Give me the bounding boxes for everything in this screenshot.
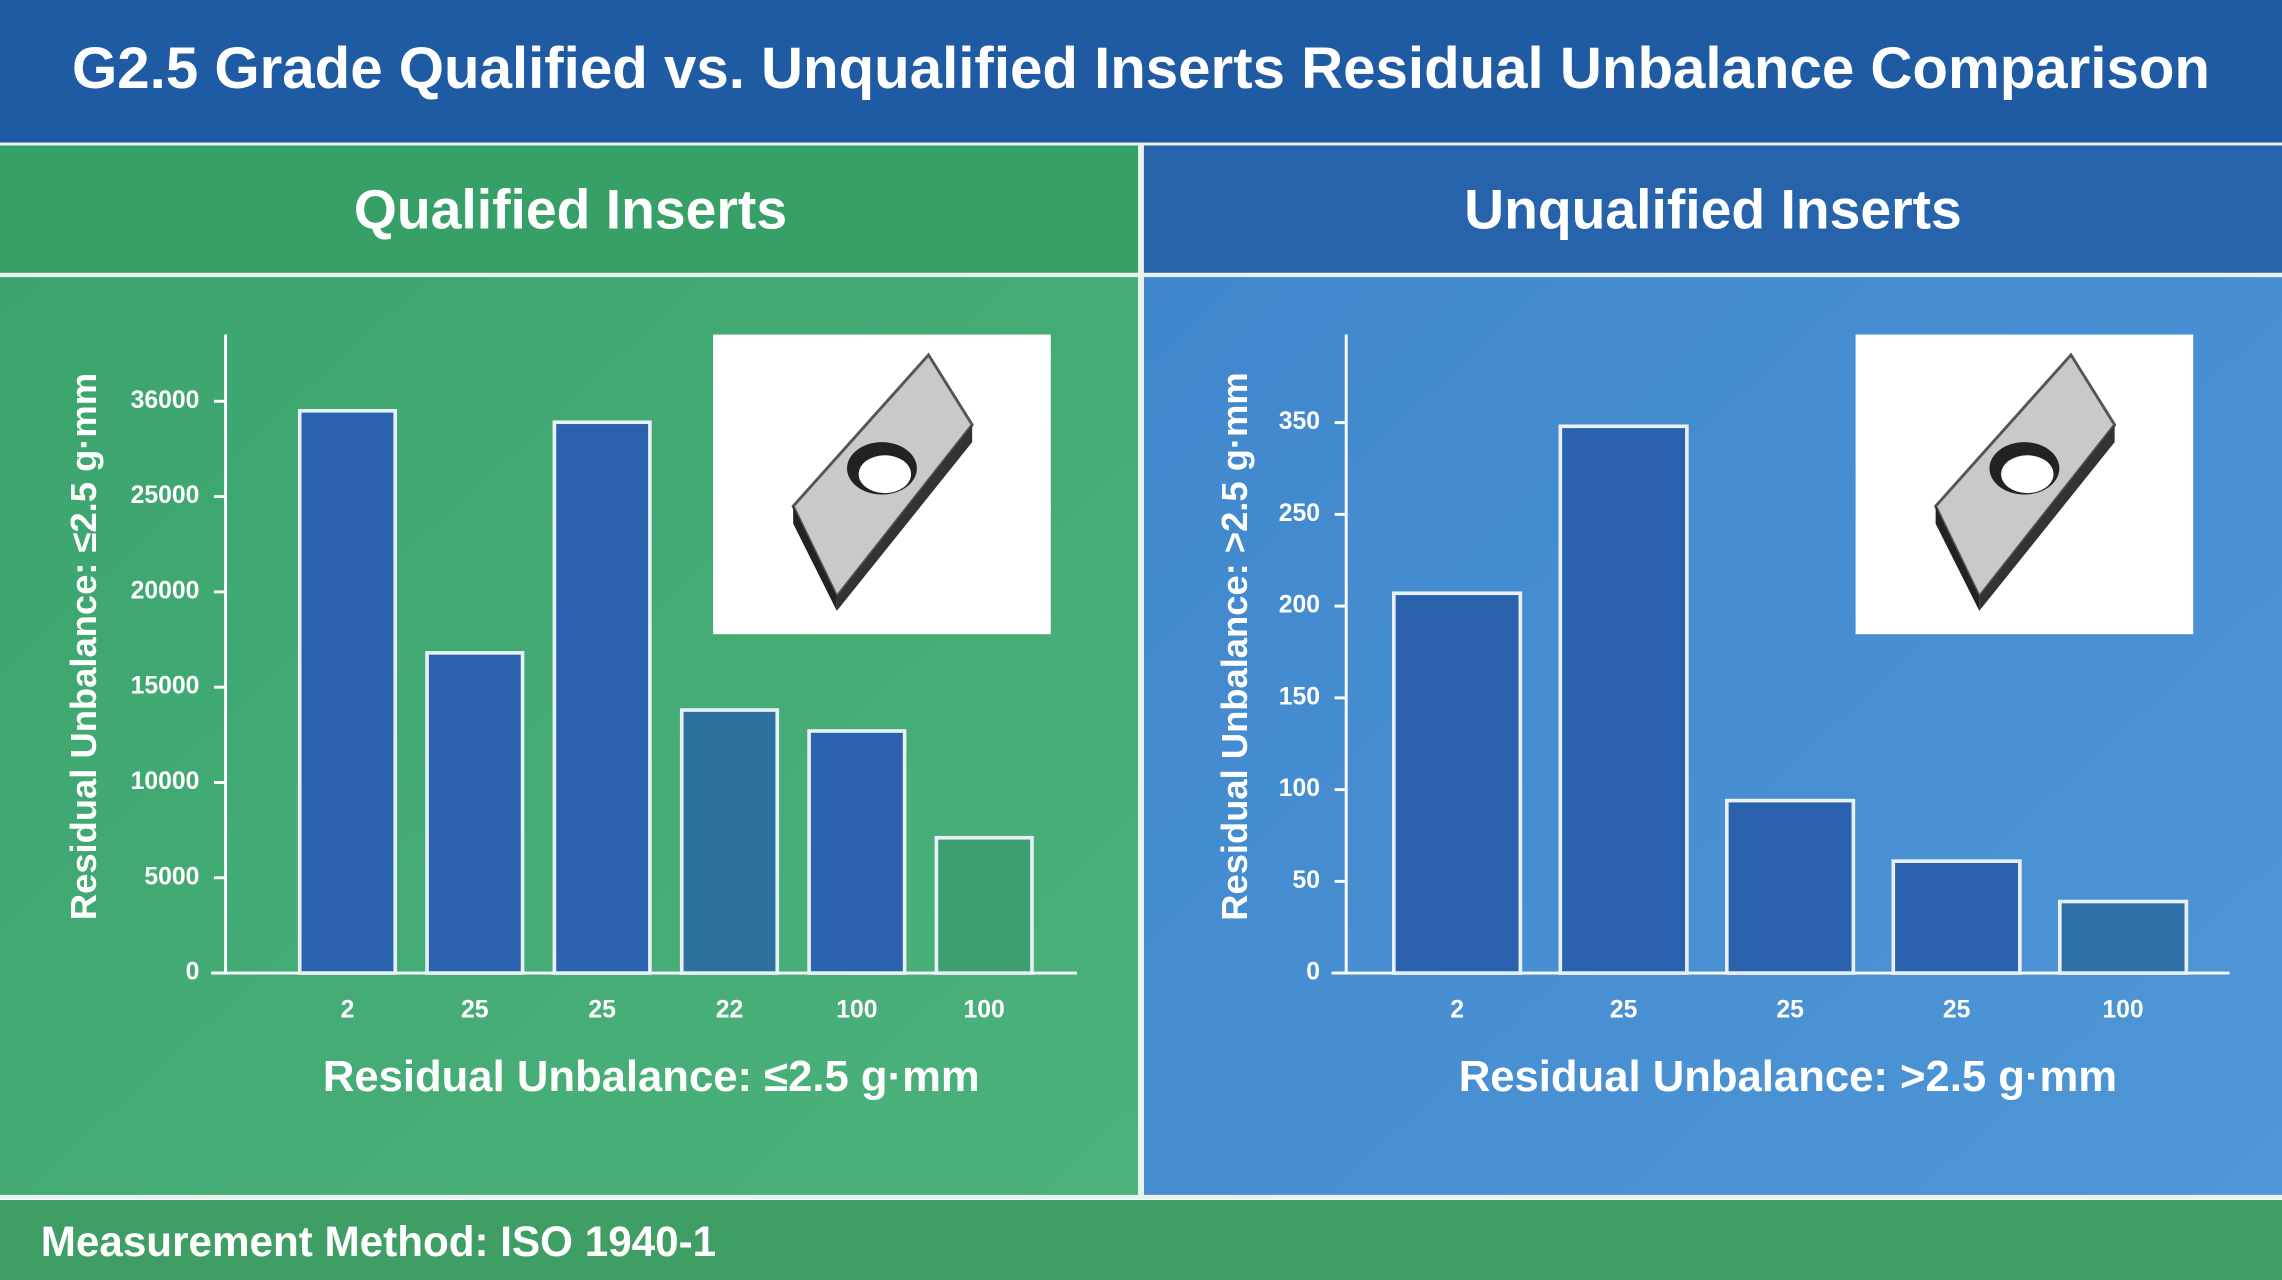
y-axis-title: Residual Unbalance: ≤2.5 g·mm	[63, 373, 104, 920]
x-tick-label: 100	[2102, 996, 2143, 1023]
bar	[679, 708, 780, 975]
left-panel-header	[0, 145, 1139, 274]
bar	[552, 420, 652, 975]
y-tick-label: 0	[186, 959, 200, 986]
y-tick-label: 15000	[131, 673, 200, 700]
footer-text: Measurement Method: ISO 1940-1	[41, 1218, 716, 1265]
footer-bar	[0, 1200, 2282, 1280]
insert-image	[713, 334, 1051, 635]
x-tick-label: 25	[1610, 996, 1638, 1023]
y-tick-label: 20000	[131, 577, 200, 604]
x-axis-title: Residual Unbalance: >2.5 g·mm	[1459, 1052, 2117, 1101]
y-tick-label: 10000	[131, 768, 200, 795]
x-tick-label: 25	[1943, 996, 1971, 1023]
header-bar	[0, 0, 2282, 143]
bar	[807, 729, 907, 975]
bar	[2057, 899, 2189, 975]
insert-image	[1855, 334, 2194, 635]
bar	[1558, 424, 1689, 975]
bar	[1725, 798, 1856, 975]
bar	[934, 835, 1034, 975]
x-axis-title: Residual Unbalance: ≤2.5 g·mm	[323, 1052, 980, 1101]
x-tick-label: 25	[588, 996, 616, 1023]
y-tick-label: 100	[1279, 775, 1320, 802]
y-tick-label: 250	[1279, 500, 1320, 527]
x-tick-label: 22	[716, 996, 744, 1023]
right-panel	[1143, 145, 2282, 1196]
y-tick-label: 50	[1293, 867, 1321, 894]
right-panel-header	[1143, 145, 2282, 274]
x-tick-label: 2	[1450, 996, 1464, 1023]
bar	[1392, 591, 1523, 975]
x-tick-label: 100	[836, 996, 877, 1023]
y-axis-title: Residual Unbalance: >2.5 g·mm	[1214, 372, 1255, 920]
panel-title: Unqualified Inserts	[1464, 178, 1962, 240]
page-title: G2.5 Grade Qualified vs. Unqualified Ins…	[72, 36, 2210, 101]
y-tick-label: 350	[1279, 408, 1320, 435]
y-tick-label: 36000	[131, 387, 200, 414]
x-tick-label: 25	[461, 996, 489, 1023]
y-tick-label: 25000	[131, 482, 200, 509]
y-tick-label: 0	[1306, 959, 1320, 986]
y-tick-label: 200	[1279, 592, 1320, 619]
x-tick-label: 25	[1776, 996, 1804, 1023]
bar	[297, 408, 398, 975]
x-tick-label: 100	[964, 996, 1005, 1023]
x-tick-label: 2	[341, 996, 355, 1023]
y-tick-label: 150	[1279, 683, 1320, 710]
bar	[1891, 859, 2022, 975]
y-tick-label: 5000	[144, 863, 199, 890]
bar	[425, 651, 525, 975]
panel-title: Qualified Inserts	[354, 178, 787, 240]
